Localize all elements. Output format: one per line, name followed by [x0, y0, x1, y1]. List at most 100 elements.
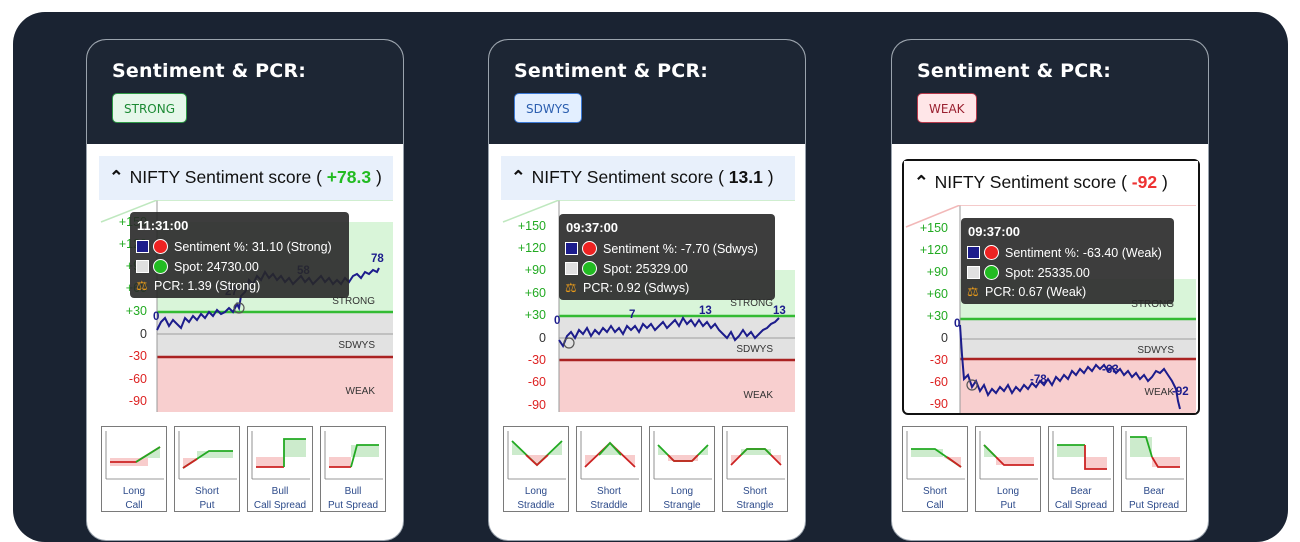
long-straddle-payoff-icon	[507, 431, 566, 480]
strategy-label-line1: Bear	[1070, 486, 1092, 497]
card-header: Sentiment & PCR: STRONG	[87, 40, 403, 144]
y-axis-ticks: +150 +120 +90 +60 +30 0 -30 -60 -90	[920, 221, 948, 411]
tooltip-spot-row: Spot: 24730.00	[136, 259, 259, 274]
y-tick: -60	[129, 372, 147, 386]
strategy-short-straddle[interactable]: Short Straddle	[576, 426, 642, 512]
sentiment-line	[959, 324, 1181, 410]
strategy-label-line1: Long	[524, 486, 548, 497]
y-tick: +150	[920, 221, 948, 235]
strategy-bear-call-spread[interactable]: Bear Call Spread	[1048, 426, 1114, 512]
chart-tooltip: 11:31:00 Sentiment %: 31.10 (Strong) Spo…	[130, 212, 349, 298]
card-title: Sentiment & PCR:	[917, 60, 1112, 82]
strategy-bull-call-spread[interactable]: Bull Call Spread	[247, 426, 313, 512]
y-tick: +30	[126, 304, 147, 318]
panel-title-suffix: )	[1161, 172, 1168, 192]
long-put-payoff-icon	[979, 431, 1038, 480]
point-label: -63	[1102, 364, 1119, 376]
y-tick: -30	[930, 353, 948, 367]
y-tick: -90	[129, 394, 147, 408]
y-tick: +150	[518, 219, 546, 233]
status-badge[interactable]: WEAK	[917, 93, 977, 123]
y-tick: 0	[140, 327, 147, 341]
strategy-label-line1: Short	[923, 486, 947, 497]
strategy-bull-put-spread[interactable]: Bull Put Spread	[320, 426, 386, 512]
strategy-label-line2: Strangle	[736, 500, 774, 511]
long-strangle-payoff-icon	[653, 431, 712, 480]
sentiment-chart[interactable]: +150 +120 +90 +60 +30 0 -30 -60 -90 STRO…	[501, 199, 795, 412]
strategy-short-call[interactable]: Short Call	[902, 426, 968, 512]
strategy-label-line1: Short	[597, 486, 621, 497]
y-tick: +30	[525, 308, 546, 322]
point-label: -92	[1172, 386, 1189, 398]
y-tick: +60	[927, 287, 948, 301]
chevron-up-icon[interactable]: ⌃	[914, 172, 929, 192]
sentiment-card-weak: Sentiment & PCR: WEAK ⌃ NIFTY Sentiment s…	[891, 39, 1209, 541]
chevron-up-icon[interactable]: ⌃	[109, 167, 124, 187]
tooltip-sentiment: Sentiment %: -63.40 (Weak)	[1005, 245, 1162, 260]
y-tick: +120	[920, 243, 948, 257]
strategy-short-put[interactable]: Short Put	[174, 426, 240, 512]
zone-label-sdwys: SDWYS	[736, 344, 773, 355]
status-badge[interactable]: SDWYS	[514, 93, 582, 123]
sentiment-panel: ⌃ NIFTY Sentiment score ( -92 ) +150 +120	[902, 159, 1200, 415]
hover-marker	[563, 337, 575, 349]
sentiment-chart[interactable]: +150 +120 +90 +60 +30 0 -30 -60 -90 STRO…	[99, 199, 393, 412]
y-tick: -30	[129, 349, 147, 363]
strategy-list: Short Call Long Put Bear Call Sprea	[902, 426, 1202, 512]
hover-marker	[966, 379, 978, 391]
strategy-label-line2: Put	[199, 500, 215, 511]
sentiment-panel: ⌃NIFTY Sentiment score ( +78.3 ) +150 +1…	[99, 156, 393, 412]
green-dot-icon	[984, 265, 999, 280]
panel-header[interactable]: ⌃ NIFTY Sentiment score ( 13.1 )	[501, 156, 795, 200]
strategy-long-call[interactable]: Long Call	[101, 426, 167, 512]
tooltip-pcr: PCR: 0.92 (Sdwys)	[583, 281, 690, 295]
y-tick: -90	[528, 398, 546, 412]
panel-header[interactable]: ⌃ NIFTY Sentiment score ( -92 )	[904, 161, 1198, 205]
panel-title: ⌃ NIFTY Sentiment score ( +78.3 )	[109, 167, 382, 188]
strategy-label-line1: Long	[122, 486, 146, 497]
sentiment-swatch-icon	[565, 242, 578, 255]
tooltip-time: 09:37:00	[968, 224, 1021, 239]
chart-tooltip: 09:37:00 Sentiment %: -7.70 (Sdwys) Spot…	[559, 214, 775, 300]
status-badge[interactable]: STRONG	[112, 93, 188, 123]
strategy-bear-put-spread[interactable]: Bear Put Spread	[1121, 426, 1187, 512]
strategy-label-line2: Put Spread	[327, 500, 379, 511]
point-label: 13	[773, 305, 786, 317]
strategy-label-line2: Call Spread	[253, 500, 307, 511]
strategy-label-line2: Strangle	[663, 500, 701, 511]
zone-label-weak: WEAK	[1145, 387, 1175, 398]
red-dot-icon	[153, 239, 168, 254]
y-axis-ticks: +150 +120 +90 +60 +30 0 -30 -60 -90	[518, 219, 546, 412]
tooltip-time: 11:31:00	[137, 218, 189, 233]
strategy-long-strangle[interactable]: Long Strangle	[649, 426, 715, 512]
scale-icon: ⚖	[565, 280, 577, 295]
spot-swatch-icon	[136, 260, 149, 273]
strategy-label-line2: Put Spread	[1128, 500, 1180, 511]
strategy-label-line2: Call Spread	[1054, 500, 1108, 511]
panel-title-prefix: NIFTY Sentiment score (	[531, 167, 724, 187]
strategy-short-strangle[interactable]: Short Strangle	[722, 426, 788, 512]
strategy-label-line1: Bull	[344, 486, 362, 497]
hover-marker	[233, 302, 245, 314]
red-dot-icon	[984, 245, 999, 260]
strategy-long-straddle[interactable]: Long Straddle	[503, 426, 569, 512]
y-tick: 0	[539, 331, 546, 345]
strategy-long-put[interactable]: Long Put	[975, 426, 1041, 512]
panel-title-prefix: NIFTY Sentiment score (	[129, 167, 322, 187]
bear-put-spread-payoff-icon	[1125, 431, 1184, 480]
y-tick: -60	[528, 375, 546, 389]
y-tick: +90	[927, 265, 948, 279]
sentiment-chart[interactable]: +150 +120 +90 +60 +30 0 -30 -60 -90 STRO…	[904, 204, 1196, 417]
chevron-up-icon[interactable]: ⌃	[511, 167, 526, 187]
zone-label-sdwys: SDWYS	[1137, 345, 1174, 356]
point-label: 0	[153, 311, 159, 323]
zone-label-strong: STRONG	[730, 298, 773, 309]
bear-call-spread-payoff-icon	[1052, 431, 1111, 480]
strategy-label-line1: Bull	[271, 486, 289, 497]
y-tick: -30	[528, 353, 546, 367]
strategy-label-line2: Call	[125, 500, 143, 511]
strategy-label-line1: Short	[743, 486, 767, 497]
panel-header[interactable]: ⌃ NIFTY Sentiment score ( +78.3 )	[99, 156, 393, 200]
tooltip-pcr: PCR: 1.39 (Strong)	[154, 279, 261, 293]
card-header: Sentiment & PCR: WEAK	[892, 40, 1208, 144]
